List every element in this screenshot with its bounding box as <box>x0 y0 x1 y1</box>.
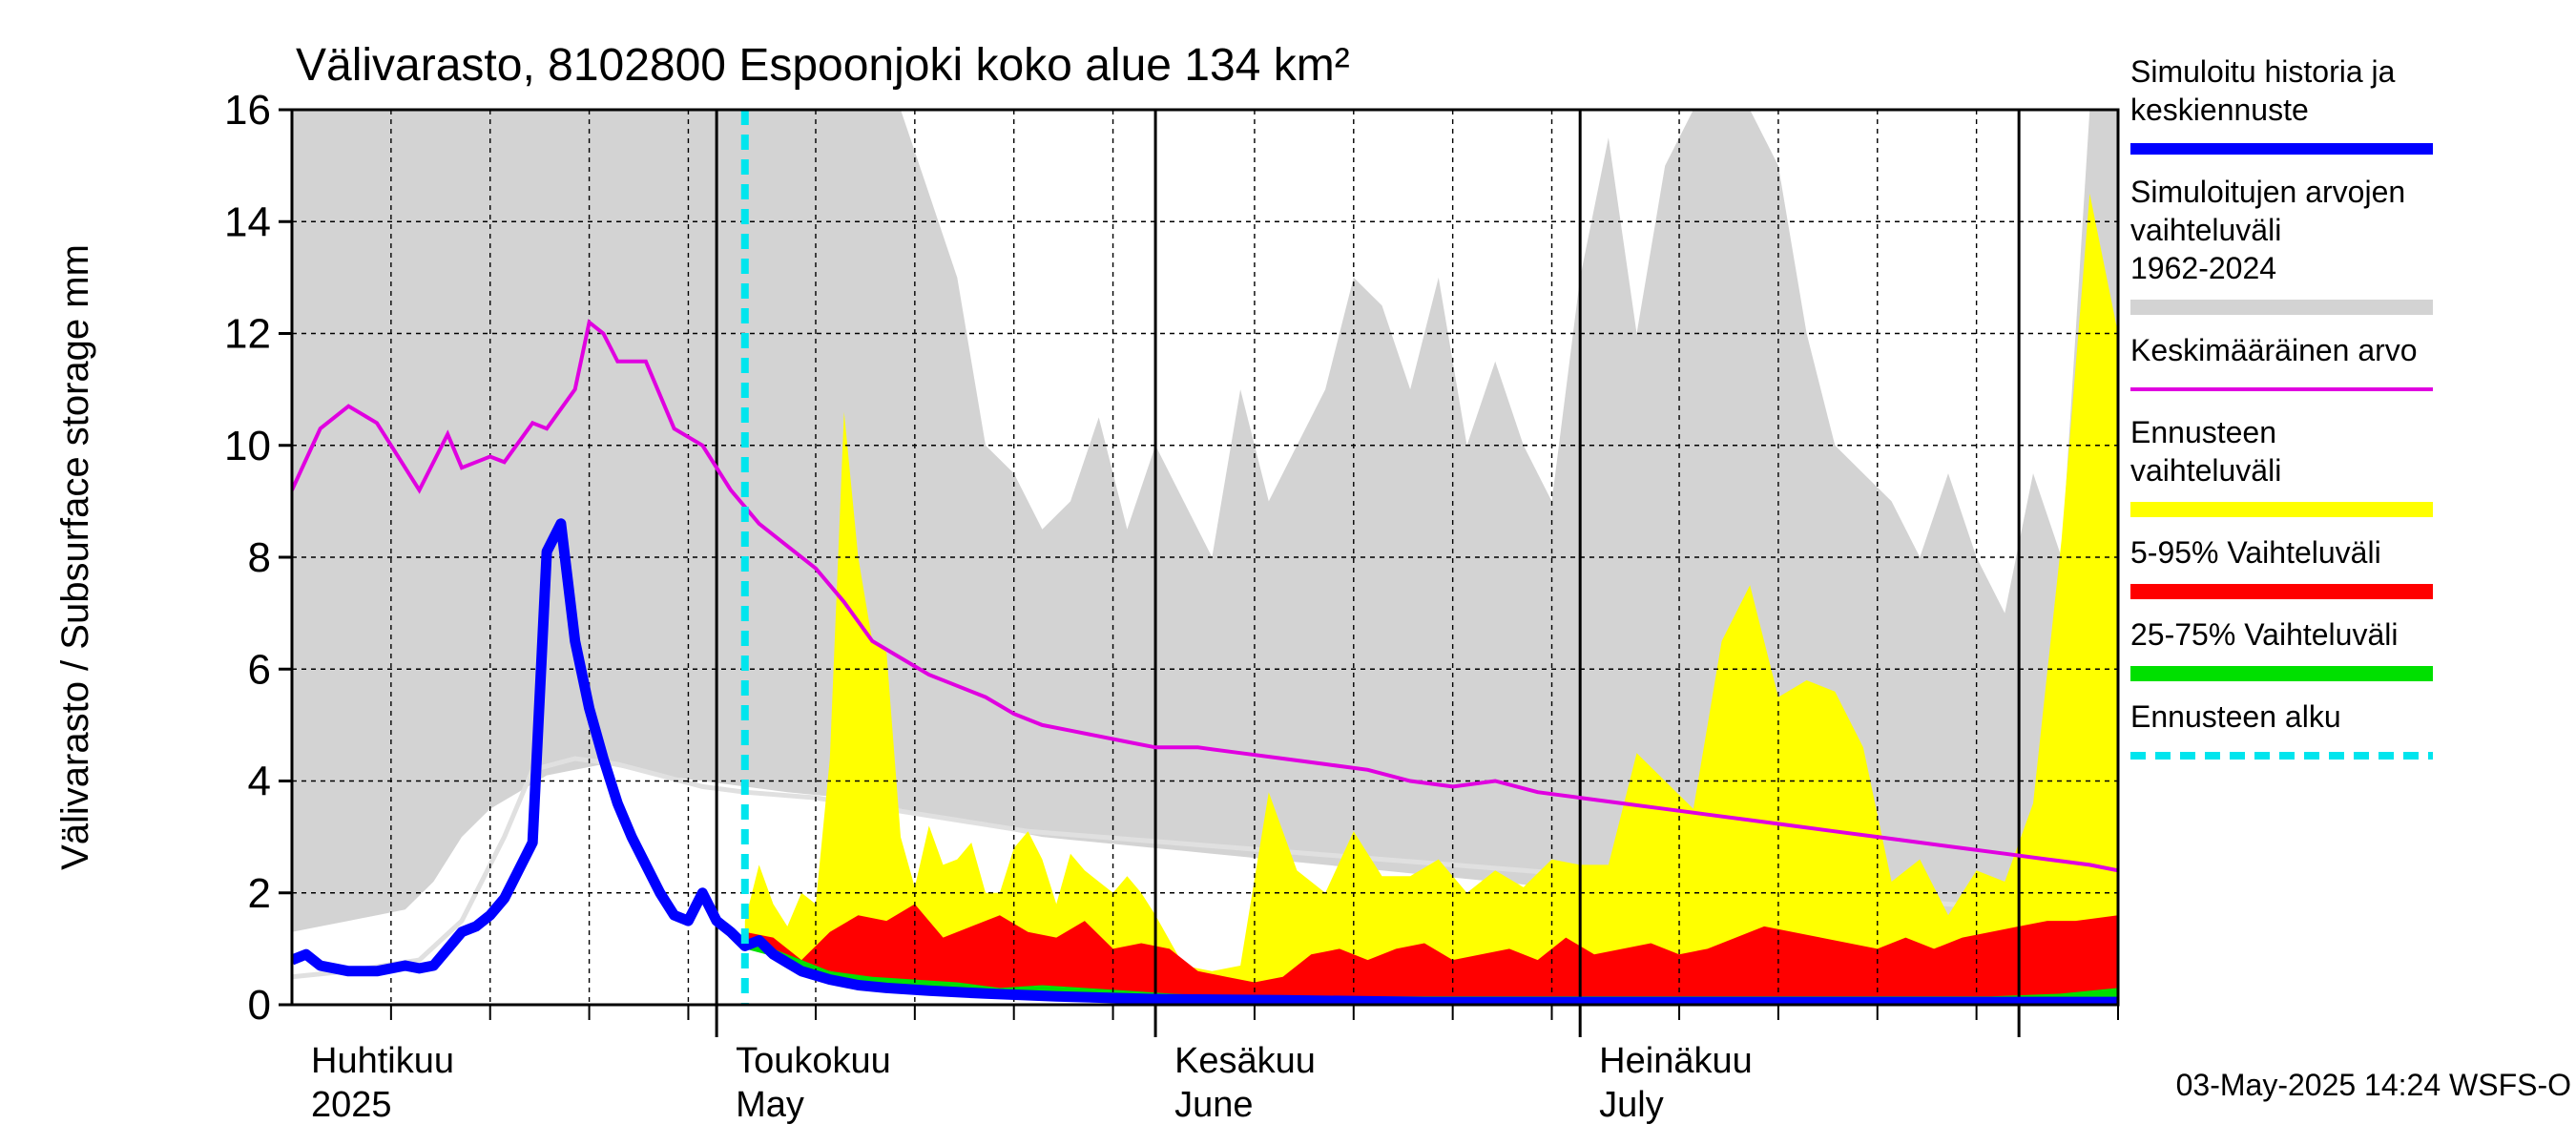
month-sublabel: May <box>736 1085 804 1125</box>
legend-label: Keskimääräinen arvo <box>2130 333 2418 367</box>
mean-line <box>292 319 2118 873</box>
month-label: Toukokuu <box>736 1041 891 1081</box>
y-tick-label: 4 <box>248 759 271 805</box>
y-tick-label: 14 <box>224 198 271 245</box>
month-sublabel: 2025 <box>311 1085 392 1125</box>
legend-label: 5-95% Vaihteluväli <box>2130 535 2381 570</box>
month-label: Kesäkuu <box>1174 1041 1316 1081</box>
month-sublabel: July <box>1599 1085 1664 1125</box>
p5-95-band <box>744 904 2118 1000</box>
y-tick-label: 8 <box>248 534 271 581</box>
legend-label: keskiennuste <box>2130 93 2309 127</box>
y-tick-label: 12 <box>224 311 271 358</box>
month-sublabel: June <box>1174 1085 1253 1125</box>
legend-label: vaihteluväli <box>2130 213 2281 247</box>
legend-label: 25-75% Vaihteluväli <box>2130 617 2398 652</box>
legend-label: vaihteluväli <box>2130 453 2281 488</box>
y-tick-label: 2 <box>248 870 271 917</box>
y-tick-label: 0 <box>248 982 271 1029</box>
month-label: Huhtikuu <box>311 1041 454 1081</box>
forecast-range-band <box>744 193 2118 1000</box>
legend-label: Ennusteen alku <box>2130 699 2341 734</box>
legend-label: 1962-2024 <box>2130 251 2276 285</box>
footer-timestamp: 03-May-2025 14:24 WSFS-O <box>2176 1068 2571 1102</box>
legend-label: Ennusteen <box>2130 415 2276 449</box>
legend-label: Simuloitu historia ja <box>2130 54 2396 89</box>
y-axis-label: Välivarasto / Subsurface storage mm <box>54 244 96 870</box>
month-label: Heinäkuu <box>1599 1041 1753 1081</box>
y-tick-label: 16 <box>224 87 271 134</box>
chart-title: Välivarasto, 8102800 Espoonjoki koko alu… <box>296 40 1350 91</box>
simulated-line <box>292 518 2118 1005</box>
legend-label: Simuloitujen arvojen <box>2130 175 2405 209</box>
y-tick-label: 6 <box>248 646 271 693</box>
y-tick-label: 10 <box>224 423 271 469</box>
